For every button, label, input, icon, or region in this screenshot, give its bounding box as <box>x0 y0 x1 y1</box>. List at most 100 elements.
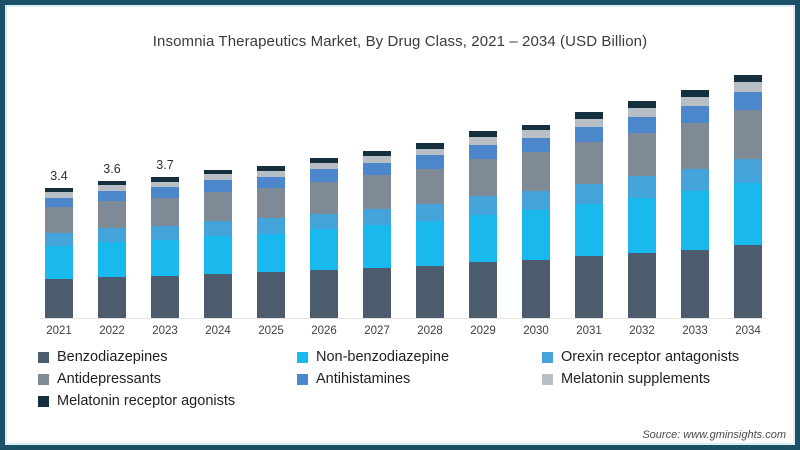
bar-segment-benzodiazepines <box>363 267 391 318</box>
bar-segment-melatonin-receptor-agonists <box>98 181 126 186</box>
bar-segment-orexin-receptor-antagonists <box>204 221 232 236</box>
bar-segment-melatonin-receptor-agonists <box>734 74 762 83</box>
bar-segment-benzodiazepines <box>416 265 444 318</box>
bar-segment-antidepressants <box>151 197 179 227</box>
bar-segment-benzodiazepines <box>681 249 709 318</box>
bar-segment-antihistamines <box>628 116 656 133</box>
bar-stack <box>363 150 391 318</box>
legend-swatch-icon <box>38 374 49 385</box>
legend-swatch-icon <box>542 352 553 363</box>
bar-segment-antihistamines <box>469 144 497 159</box>
bar-segment-antihistamines <box>575 126 603 143</box>
bar-segment-melatonin-supplements <box>363 155 391 163</box>
bar-segment-antihistamines <box>204 180 232 192</box>
bar-segment-non-benzodiazepine <box>628 197 656 254</box>
bar-segment-antidepressants <box>310 181 338 214</box>
legend-label: Orexin receptor antagonists <box>561 349 740 365</box>
legend-item-non-benzodiazepine: Non-benzodiazepine <box>297 349 542 366</box>
bar-segment-antihistamines <box>98 190 126 201</box>
bar-segment-melatonin-supplements <box>575 118 603 127</box>
bar-segment-non-benzodiazepine <box>204 235 232 274</box>
x-axis-label: 2033 <box>682 325 708 337</box>
bar-segment-antihistamines <box>363 162 391 176</box>
bar-segment-orexin-receptor-antagonists <box>469 196 497 215</box>
bar-segment-melatonin-receptor-agonists <box>469 131 497 138</box>
bar-segment-antihistamines <box>45 197 73 208</box>
bar-segment-antihistamines <box>681 106 709 124</box>
x-axis-label: 2032 <box>629 325 655 337</box>
x-axis-label: 2028 <box>417 325 443 337</box>
bar-segment-antidepressants <box>204 191 232 222</box>
bar-segment-antidepressants <box>257 188 285 219</box>
bar-segment-antihistamines <box>522 137 550 153</box>
bar-segment-orexin-receptor-antagonists <box>363 208 391 226</box>
bar-column-2032: 2032 <box>628 101 656 337</box>
bar-value-label: 3.4 <box>50 169 68 184</box>
bar-segment-orexin-receptor-antagonists <box>257 218 285 234</box>
bar-column-2027: 2027 <box>363 150 391 337</box>
bar-stack <box>310 158 338 318</box>
bar-segment-non-benzodiazepine <box>416 221 444 266</box>
legend-label: Antihistamines <box>316 371 411 387</box>
bar-column-2026: 2026 <box>310 158 338 337</box>
bar-stack <box>45 188 73 318</box>
bar-segment-melatonin-supplements <box>681 96 709 106</box>
bar-segment-antidepressants <box>98 200 126 229</box>
bar-segment-antidepressants <box>416 168 444 204</box>
bar-segment-benzodiazepines <box>310 270 338 318</box>
bar-segment-orexin-receptor-antagonists <box>416 203 444 222</box>
bar-value-label: 3.7 <box>156 158 174 173</box>
legend-item-antidepressants: Antidepressants <box>38 371 297 388</box>
bar-segment-melatonin-supplements <box>522 130 550 138</box>
bar-column-2023: 3.7 2023 <box>151 158 179 337</box>
legend-swatch-icon <box>38 352 49 363</box>
legend-label: Melatonin receptor agonists <box>57 393 236 409</box>
bar-segment-orexin-receptor-antagonists <box>45 233 73 247</box>
x-axis-label: 2022 <box>99 325 125 337</box>
bar-segment-antihistamines <box>734 91 762 111</box>
x-axis-label: 2031 <box>576 325 602 337</box>
bar-segment-antidepressants <box>575 142 603 184</box>
x-axis-label: 2024 <box>205 325 231 337</box>
bar-segment-antihistamines <box>257 176 285 189</box>
legend-swatch-icon <box>38 396 49 407</box>
bar-segment-orexin-receptor-antagonists <box>151 226 179 241</box>
chart-legend: Benzodiazepines Non-benzodiazepine Orexin … <box>38 349 794 410</box>
bar-column-2024: 2024 <box>204 169 232 337</box>
bar-segment-benzodiazepines <box>734 245 762 318</box>
bar-segment-orexin-receptor-antagonists <box>522 191 550 211</box>
bar-segment-melatonin-receptor-agonists <box>257 166 285 171</box>
bar-segment-melatonin-supplements <box>469 137 497 145</box>
bar-segment-antidepressants <box>681 123 709 169</box>
bar-stack <box>98 181 126 318</box>
bar-segment-melatonin-supplements <box>204 174 232 181</box>
bar-column-2030: 2030 <box>522 124 550 337</box>
legend-item-antihistamines: Antihistamines <box>297 371 542 388</box>
legend-item-benzodiazepines: Benzodiazepines <box>38 349 297 366</box>
bar-segment-non-benzodiazepine <box>469 214 497 263</box>
bar-segment-melatonin-supplements <box>98 185 126 191</box>
bar-segment-non-benzodiazepine <box>681 191 709 250</box>
legend-label: Benzodiazepines <box>57 349 168 365</box>
bar-stack <box>151 177 179 318</box>
legend-swatch-icon <box>297 374 308 385</box>
bar-column-2033: 2033 <box>681 90 709 337</box>
bar-segment-antidepressants <box>45 207 73 234</box>
bar-stack <box>628 101 656 318</box>
bar-segment-non-benzodiazepine <box>151 240 179 276</box>
legend-label: Non-benzodiazepine <box>316 349 450 365</box>
bar-segment-melatonin-receptor-agonists <box>310 158 338 163</box>
bar-segment-orexin-receptor-antagonists <box>310 213 338 230</box>
bar-segment-orexin-receptor-antagonists <box>575 183 603 205</box>
bar-stack <box>204 169 232 318</box>
bar-segment-melatonin-supplements <box>628 107 656 117</box>
legend-label: Antidepressants <box>57 371 161 387</box>
legend-item-melatonin-supplements: Melatonin supplements <box>542 371 794 388</box>
x-axis-label: 2034 <box>735 325 761 337</box>
bar-segment-benzodiazepines <box>204 273 232 318</box>
bar-segment-antidepressants <box>469 158 497 197</box>
bar-segment-melatonin-supplements <box>45 192 73 198</box>
x-axis-label: 2025 <box>258 325 284 337</box>
bar-segment-antihistamines <box>151 187 179 198</box>
x-axis-label: 2026 <box>311 325 337 337</box>
